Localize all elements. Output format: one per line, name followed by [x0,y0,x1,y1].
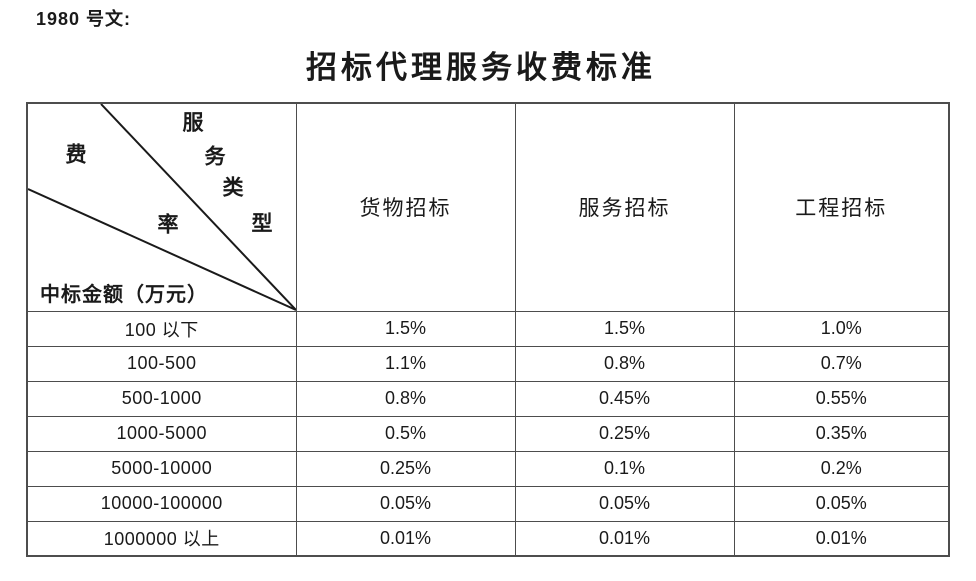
rate-cell: 0.01% [514,520,735,557]
rate-cell: 1.5% [295,310,516,347]
table-row: 500-1000 0.8% 0.45% 0.55% [26,380,950,417]
corner-label-service-type-char: 类 [222,175,244,200]
row-label-cell: 10000-100000 [26,485,297,522]
rate-cell: 0.8% [295,380,516,417]
column-header-engineering: 工程招标 [733,102,950,312]
column-header-service: 服务招标 [514,102,735,312]
diagonal-corner-cell: 服 务 类 型 费 率 中标金额（万元） [26,102,297,312]
rate-cell: 0.05% [514,485,735,522]
rate-cell: 0.55% [733,380,950,417]
row-label-cell: 100-500 [26,345,297,382]
corner-label-service-type-char: 服 [182,110,204,135]
row-label-cell: 5000-10000 [26,450,297,487]
corner-label-service-type-char: 型 [251,211,273,236]
rate-cell: 0.8% [514,345,735,382]
rate-cell: 1.1% [295,345,516,382]
rate-cell: 0.25% [295,450,516,487]
rate-cell: 0.05% [295,485,516,522]
row-label-cell: 100 以下 [26,310,297,347]
rate-cell: 0.1% [514,450,735,487]
table-row: 100-500 1.1% 0.8% 0.7% [26,345,950,382]
doc-number: 1980 号文: [36,9,132,29]
page-title: 招标代理服务收费标准 [306,50,656,85]
rate-cell: 1.5% [514,310,735,347]
corner-label-service-type-char: 务 [204,144,226,169]
rate-cell: 0.01% [733,520,950,557]
rate-cell: 0.5% [295,415,516,452]
rate-cell: 0.05% [733,485,950,522]
rate-cell: 0.45% [514,380,735,417]
table-header-row: 服 务 类 型 费 率 中标金额（万元） 货物招标 服务招标 工程招标 [26,102,950,312]
table-row: 100 以下 1.5% 1.5% 1.0% [26,310,950,347]
corner-label-fee-rate-char: 费 [65,142,87,167]
fee-standard-table: 服 务 类 型 费 率 中标金额（万元） 货物招标 服务招标 工程招标 100 … [26,102,950,557]
table-row: 1000000 以上 0.01% 0.01% 0.01% [26,520,950,557]
diagonal-corner-content: 服 务 类 型 费 率 中标金额（万元） [28,104,295,310]
row-label-cell: 1000000 以上 [26,520,297,557]
rate-cell: 0.35% [733,415,950,452]
rate-cell: 0.2% [733,450,950,487]
rate-cell: 0.25% [514,415,735,452]
rate-cell: 1.0% [733,310,950,347]
row-label-cell: 500-1000 [26,380,297,417]
diagonal-divider-lines [28,104,295,310]
corner-label-fee-rate-char: 率 [157,212,179,237]
table-row: 5000-10000 0.25% 0.1% 0.2% [26,450,950,487]
table-row: 10000-100000 0.05% 0.05% 0.05% [26,485,950,522]
row-label-cell: 1000-5000 [26,415,297,452]
corner-label-bid-amount: 中标金额（万元） [40,284,208,306]
rate-cell: 0.7% [733,345,950,382]
rate-cell: 0.01% [295,520,516,557]
table-row: 1000-5000 0.5% 0.25% 0.35% [26,415,950,452]
column-header-goods: 货物招标 [295,102,516,312]
